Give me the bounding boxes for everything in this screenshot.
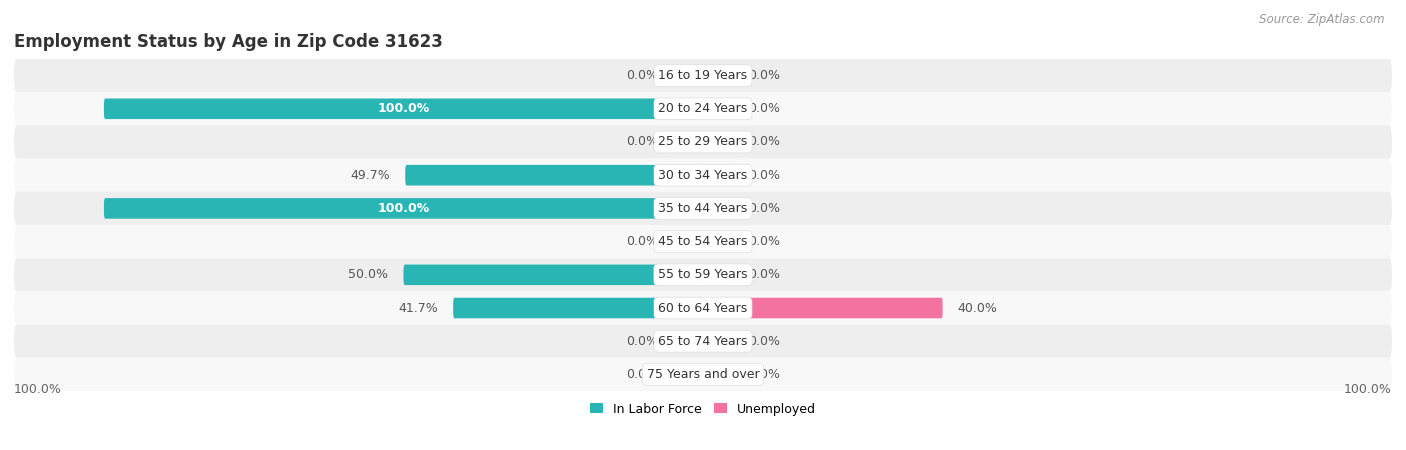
FancyBboxPatch shape	[453, 298, 703, 318]
Text: 41.7%: 41.7%	[398, 302, 439, 315]
FancyBboxPatch shape	[673, 364, 703, 385]
FancyBboxPatch shape	[405, 165, 703, 185]
Text: 0.0%: 0.0%	[626, 135, 658, 148]
Text: 20 to 24 Years: 20 to 24 Years	[658, 102, 748, 115]
Text: 0.0%: 0.0%	[748, 69, 780, 82]
FancyBboxPatch shape	[703, 364, 733, 385]
Text: 55 to 59 Years: 55 to 59 Years	[658, 268, 748, 281]
FancyBboxPatch shape	[104, 99, 703, 119]
FancyBboxPatch shape	[703, 99, 733, 119]
Text: 75 Years and over: 75 Years and over	[647, 368, 759, 381]
FancyBboxPatch shape	[673, 65, 703, 86]
Text: 0.0%: 0.0%	[748, 268, 780, 281]
Text: 25 to 29 Years: 25 to 29 Years	[658, 135, 748, 148]
Text: 45 to 54 Years: 45 to 54 Years	[658, 235, 748, 248]
FancyBboxPatch shape	[14, 126, 1392, 158]
Text: 30 to 34 Years: 30 to 34 Years	[658, 169, 748, 182]
Text: 40.0%: 40.0%	[957, 302, 997, 315]
Text: 0.0%: 0.0%	[748, 368, 780, 381]
Text: 0.0%: 0.0%	[748, 202, 780, 215]
FancyBboxPatch shape	[703, 165, 733, 185]
Text: Source: ZipAtlas.com: Source: ZipAtlas.com	[1260, 14, 1385, 27]
Text: 0.0%: 0.0%	[748, 235, 780, 248]
FancyBboxPatch shape	[14, 59, 1392, 92]
FancyBboxPatch shape	[673, 231, 703, 252]
Legend: In Labor Force, Unemployed: In Labor Force, Unemployed	[585, 397, 821, 421]
FancyBboxPatch shape	[703, 265, 733, 285]
Text: 100.0%: 100.0%	[1344, 383, 1392, 396]
Text: Employment Status by Age in Zip Code 31623: Employment Status by Age in Zip Code 316…	[14, 33, 443, 51]
Text: 0.0%: 0.0%	[748, 102, 780, 115]
Text: 49.7%: 49.7%	[350, 169, 391, 182]
FancyBboxPatch shape	[14, 192, 1392, 225]
Text: 65 to 74 Years: 65 to 74 Years	[658, 335, 748, 348]
Text: 100.0%: 100.0%	[377, 202, 430, 215]
FancyBboxPatch shape	[14, 358, 1392, 391]
FancyBboxPatch shape	[14, 158, 1392, 192]
FancyBboxPatch shape	[703, 231, 733, 252]
FancyBboxPatch shape	[104, 198, 703, 219]
Text: 0.0%: 0.0%	[748, 335, 780, 348]
Text: 50.0%: 50.0%	[349, 268, 388, 281]
Text: 60 to 64 Years: 60 to 64 Years	[658, 302, 748, 315]
FancyBboxPatch shape	[703, 331, 733, 351]
FancyBboxPatch shape	[703, 132, 733, 152]
FancyBboxPatch shape	[14, 292, 1392, 324]
Text: 35 to 44 Years: 35 to 44 Years	[658, 202, 748, 215]
FancyBboxPatch shape	[673, 132, 703, 152]
Text: 0.0%: 0.0%	[626, 235, 658, 248]
FancyBboxPatch shape	[703, 298, 942, 318]
FancyBboxPatch shape	[703, 198, 733, 219]
FancyBboxPatch shape	[404, 265, 703, 285]
Text: 0.0%: 0.0%	[626, 335, 658, 348]
Text: 0.0%: 0.0%	[748, 169, 780, 182]
FancyBboxPatch shape	[703, 65, 733, 86]
Text: 0.0%: 0.0%	[748, 135, 780, 148]
Text: 100.0%: 100.0%	[14, 383, 62, 396]
Text: 0.0%: 0.0%	[626, 368, 658, 381]
FancyBboxPatch shape	[14, 225, 1392, 258]
FancyBboxPatch shape	[14, 92, 1392, 126]
Text: 100.0%: 100.0%	[377, 102, 430, 115]
Text: 16 to 19 Years: 16 to 19 Years	[658, 69, 748, 82]
FancyBboxPatch shape	[14, 324, 1392, 358]
FancyBboxPatch shape	[14, 258, 1392, 292]
FancyBboxPatch shape	[673, 331, 703, 351]
Text: 0.0%: 0.0%	[626, 69, 658, 82]
